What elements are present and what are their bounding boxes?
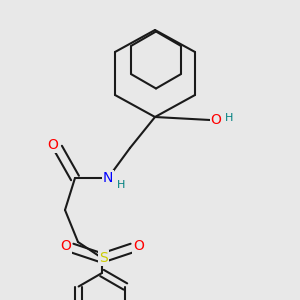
Text: H: H	[225, 112, 234, 123]
Text: O: O	[60, 239, 71, 254]
Text: O: O	[211, 113, 221, 127]
Text: N: N	[103, 171, 113, 185]
Text: S: S	[99, 251, 108, 265]
Text: O: O	[133, 239, 144, 254]
Text: O: O	[47, 138, 58, 152]
Text: H: H	[116, 181, 125, 190]
